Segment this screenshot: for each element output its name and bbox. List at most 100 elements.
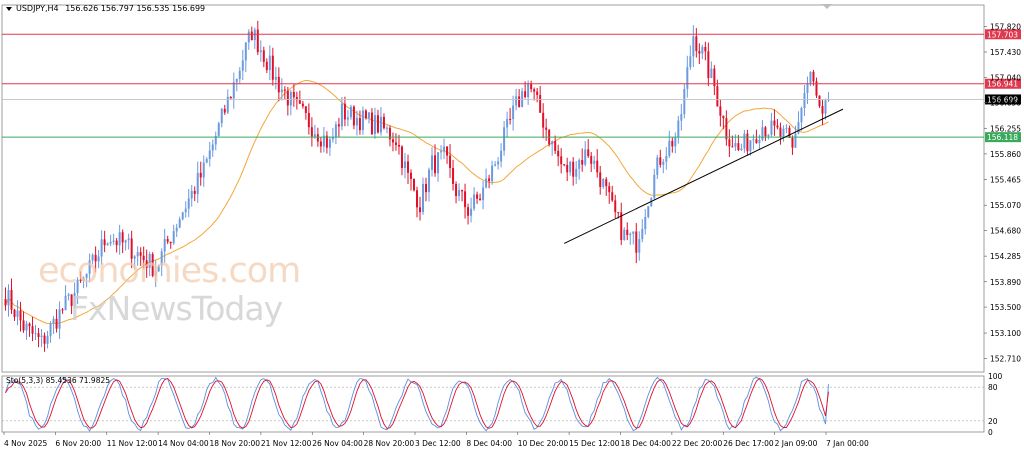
- candle-body: [331, 136, 334, 140]
- candle-body: [713, 68, 716, 87]
- candle-body: [560, 156, 563, 165]
- time-axis-label: 6 Nov 20:00: [55, 439, 101, 448]
- dropdown-triangle-icon[interactable]: [6, 6, 12, 11]
- candle-body: [755, 139, 758, 144]
- candle-body: [247, 31, 250, 43]
- candle-body: [253, 29, 256, 41]
- candle-body: [400, 146, 403, 168]
- candle-body: [722, 115, 725, 119]
- candle-body: [557, 150, 560, 157]
- candle-body: [467, 207, 470, 216]
- candle-body: [28, 323, 31, 327]
- candle-body: [409, 172, 412, 179]
- candle-body: [64, 295, 67, 311]
- symbol-label: USDJPY,H4: [16, 4, 59, 13]
- candle-body: [16, 310, 19, 317]
- candle-body: [118, 232, 121, 246]
- candle-body: [671, 140, 674, 147]
- candle-body: [476, 194, 479, 199]
- candle-body: [794, 133, 797, 148]
- candle-body: [455, 183, 458, 196]
- candle-body: [593, 160, 596, 164]
- candle-body: [262, 50, 265, 62]
- candle-body: [367, 112, 370, 118]
- candle-body: [196, 172, 199, 194]
- candle-body: [220, 108, 223, 124]
- candle-body: [241, 60, 244, 71]
- price-axis-label: 153.890: [990, 278, 1021, 287]
- candle-body: [91, 254, 94, 261]
- price-axis-label: 156.255: [990, 124, 1021, 133]
- candle-body: [779, 127, 782, 137]
- candle-body: [310, 127, 313, 137]
- candle-body: [181, 212, 184, 220]
- candle-body: [79, 279, 82, 281]
- level-tag-2: [985, 132, 1021, 143]
- candle-body: [259, 50, 262, 53]
- stoch-axis-label: 0: [988, 428, 993, 437]
- candle-body: [166, 239, 169, 242]
- candle-body: [394, 142, 397, 145]
- watermark-fxnewstoday: FxNewsToday: [70, 289, 283, 328]
- candle-body: [364, 110, 367, 118]
- candle-body: [136, 252, 139, 257]
- candle-body: [223, 108, 226, 113]
- candle-body: [4, 298, 7, 306]
- candle-body: [322, 135, 325, 147]
- candle-body: [31, 326, 34, 334]
- candle-body: [70, 294, 73, 306]
- candle-body: [659, 157, 662, 165]
- candle-body: [737, 143, 740, 151]
- time-axis-label: 18 Nov 20:00: [210, 439, 261, 448]
- candle-body: [719, 106, 722, 116]
- candle-body: [554, 141, 557, 151]
- candle-body: [689, 56, 692, 68]
- candle-body: [121, 232, 124, 243]
- candle-body: [343, 103, 346, 120]
- candle-body: [431, 155, 434, 170]
- candle-body: [680, 114, 683, 121]
- candle-body: [355, 118, 358, 126]
- candle-body: [572, 161, 575, 177]
- candle-body: [403, 161, 406, 168]
- candle-body: [346, 117, 349, 120]
- trendline: [563, 108, 844, 244]
- candle-body: [500, 150, 503, 162]
- candle-body: [244, 42, 247, 61]
- candle-body: [124, 240, 127, 243]
- candle-body: [692, 36, 695, 57]
- candle-body: [178, 219, 181, 228]
- candle-body: [88, 260, 91, 274]
- candle-body: [536, 91, 539, 95]
- candle-body: [7, 289, 10, 306]
- candle-body: [614, 200, 617, 213]
- candle-body: [587, 149, 590, 157]
- candle-body: [698, 50, 701, 54]
- candle-body: [184, 208, 187, 213]
- candle-body: [773, 120, 776, 126]
- chart-header: USDJPY,H4 156.626 156.797 156.535 156.69…: [6, 4, 205, 13]
- candle-body: [271, 55, 274, 80]
- chart-shift-icon[interactable]: [822, 4, 832, 9]
- candle-body: [650, 198, 653, 207]
- candle-body: [13, 309, 16, 317]
- candle-body: [211, 144, 214, 151]
- level-tag-label-2: 156.118: [987, 133, 1018, 142]
- candle-body: [304, 106, 307, 113]
- candle-body: [43, 335, 46, 344]
- candle-body: [638, 239, 641, 253]
- candle-body: [479, 198, 482, 201]
- candle-body: [328, 139, 331, 148]
- price-axis-label: 153.100: [990, 329, 1021, 338]
- candle-body: [482, 187, 485, 201]
- candle-body: [629, 233, 632, 236]
- candle-body: [605, 179, 608, 187]
- candle-body: [67, 294, 70, 296]
- time-axis-label: 21 Nov 12:00: [261, 439, 312, 448]
- candle-body: [94, 254, 97, 262]
- candle-body: [461, 189, 464, 192]
- price-axis-label: 155.465: [990, 176, 1021, 185]
- candle-body: [623, 229, 626, 240]
- time-axis-label: 10 Dec 20:00: [518, 439, 569, 448]
- candle-body: [491, 165, 494, 182]
